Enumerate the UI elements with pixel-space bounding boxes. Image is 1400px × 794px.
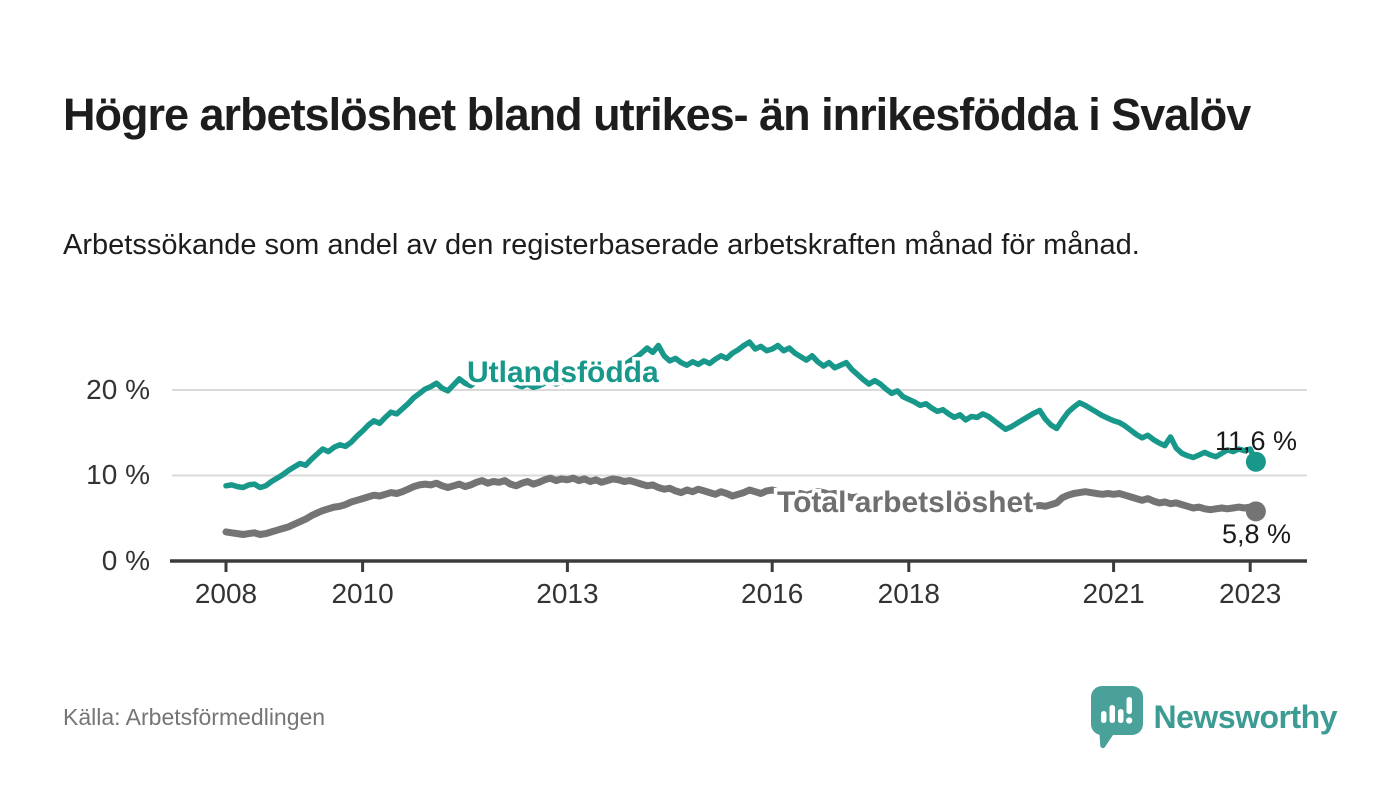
y-tick-label-0: 0 % bbox=[102, 545, 150, 576]
end-dot-total-arbetsloshet bbox=[1245, 501, 1266, 522]
line-utlandsfodda bbox=[223, 339, 1259, 491]
x-tick-label-2023: 2023 bbox=[1219, 578, 1281, 609]
x-tick-label-2008: 2008 bbox=[195, 578, 257, 609]
series-label-utlandsfodda: Utlandsfödda bbox=[467, 356, 659, 389]
x-tick-label-2021: 2021 bbox=[1082, 578, 1144, 609]
newsworthy-logo-text: Newsworthy bbox=[1153, 698, 1338, 735]
end-dot-utlandsfodda bbox=[1245, 451, 1266, 472]
x-tick-label-2018: 2018 bbox=[878, 578, 940, 609]
end-value-label-total-arbetsloshet: 5,8 % bbox=[1222, 519, 1291, 549]
newsworthy-logo-icon bbox=[1090, 686, 1143, 749]
y-tick-label-20: 20 % bbox=[86, 374, 150, 405]
y-tick-label-10: 10 % bbox=[86, 459, 150, 490]
x-tick-label-2013: 2013 bbox=[536, 578, 598, 609]
line-total-arbetsloshet bbox=[222, 474, 1260, 538]
series-label-total-arbetsloshet: Total arbetslöshet bbox=[777, 486, 1033, 519]
newsworthy-logo: Newsworthy bbox=[1090, 684, 1338, 750]
x-tick-label-2010: 2010 bbox=[331, 578, 393, 609]
x-tick-label-2016: 2016 bbox=[741, 578, 803, 609]
chart-subtitle: Arbetssökande som andel av den registerb… bbox=[63, 229, 1140, 261]
source-note: Källa: Arbetsförmedlingen bbox=[63, 704, 326, 730]
page-title: Högre arbetslöshet bland utrikes- än inr… bbox=[63, 89, 1251, 141]
end-value-label-utlandsfodda: 11,6 % bbox=[1215, 426, 1297, 456]
